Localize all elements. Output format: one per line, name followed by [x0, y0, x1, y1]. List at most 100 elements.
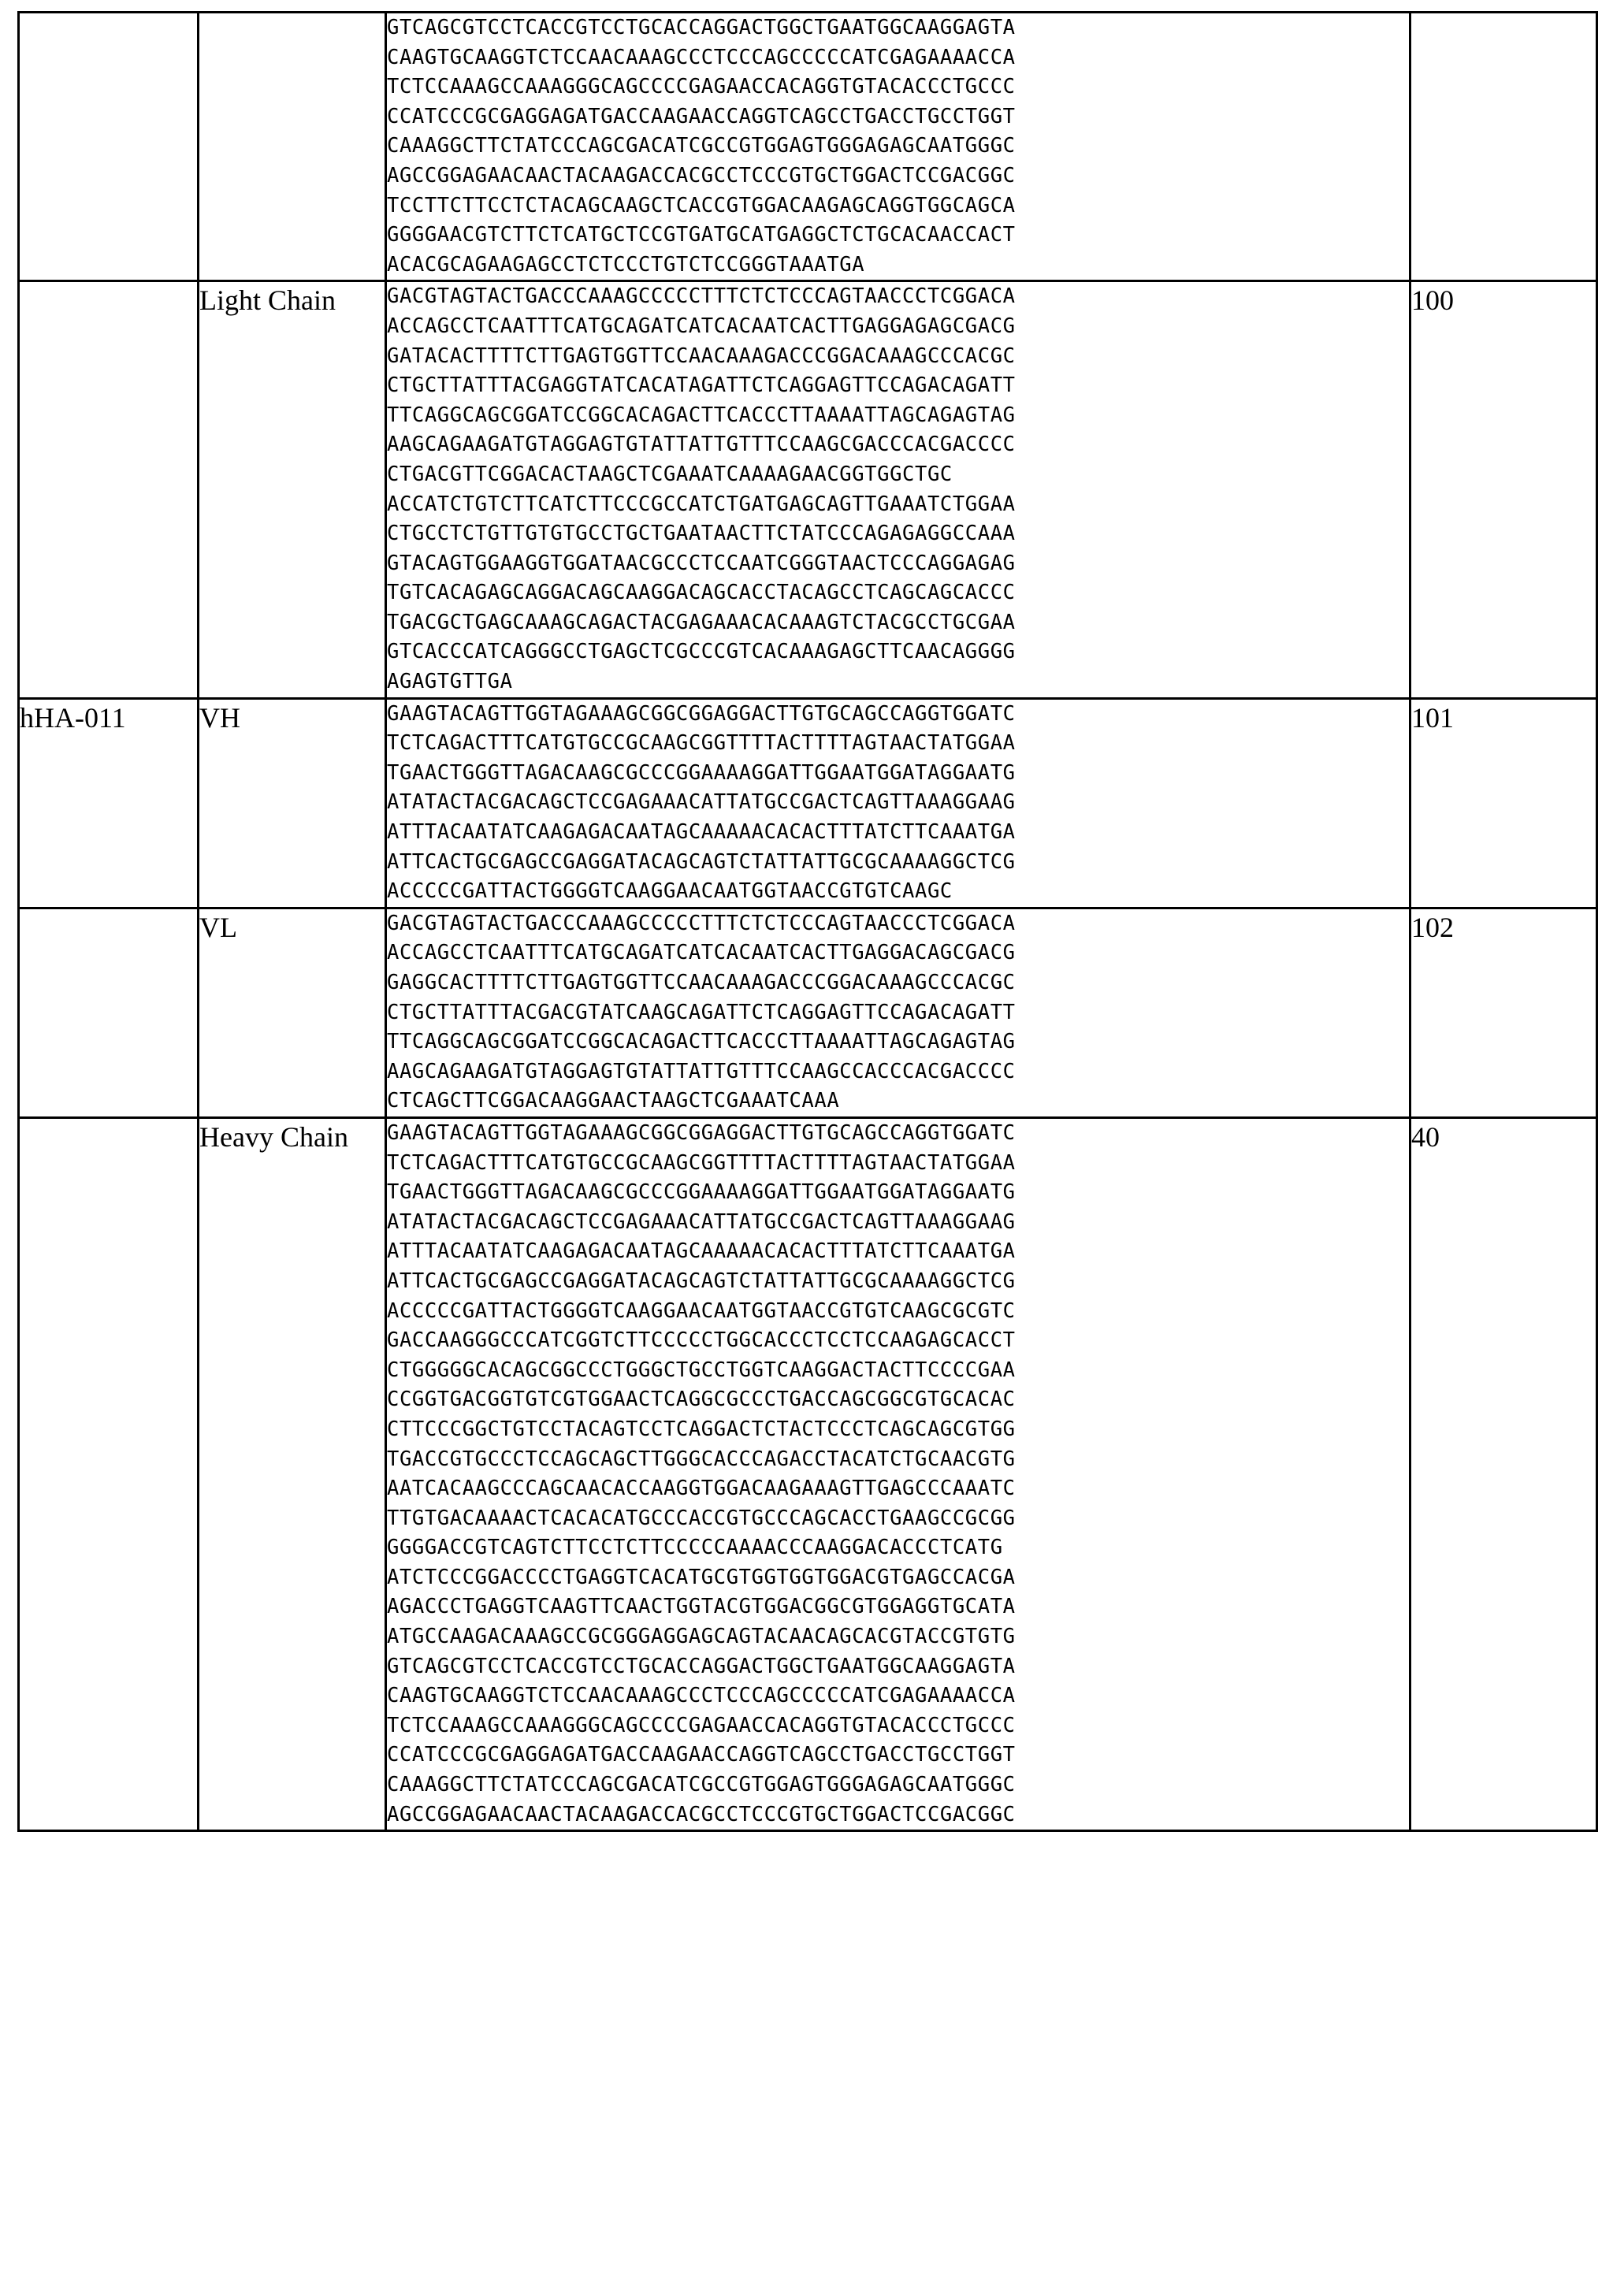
sequence-line: CAAAGGCTTCTATCCCAGCGACATCGCCGTGGAGTGGGAG… [387, 1773, 1016, 1797]
sequence-line: GTACAGTGGAAGGTGGATAACGCCCTCCAATCGGGTAACT… [387, 551, 1016, 575]
sequence-line: GAAGTACAGTTGGTAGAAAGCGGCGGAGGACTTGTGCAGC… [387, 701, 1016, 726]
sequence-line: ATTTACAATATCAAGAGACAATAGCAAAAACACACTTTAT… [387, 1239, 1016, 1264]
sequence-line: GTCAGCGTCCTCACCGTCCTGCACCAGGACTGGCTGAATG… [387, 16, 1016, 39]
sequence-line: GAAGTACAGTTGGTAGAAAGCGGCGGAGGACTTGTGCAGC… [387, 1120, 1016, 1145]
sequence-line: ATATACTACGACAGCTCCGAGAAACATTATGCCGACTCAG… [387, 1209, 1016, 1234]
sequence-line: ATTCACTGCGAGCCGAGGATACAGCAGTCTATTATTGCGC… [387, 849, 1016, 874]
sequence-line: ATCTCCCGGACCCCTGAGGTCACATGCGTGGTGGTGGACG… [387, 1565, 1016, 1589]
sequence-line: CCATCCCGCGAGGAGATGACCAAGAACCAGGTCAGCCTGA… [387, 1743, 1016, 1767]
sequence-line: AGAGTGTTGA [387, 670, 513, 694]
sequence-line: ACCCCCGATTACTGGGGTCAAGGAACAATGGTAACCGTGT… [387, 879, 953, 904]
sequence-line: GACGTAGTACTGACCCAAAGCCCCCTTTCTCTCCCAGTAA… [387, 911, 1016, 935]
seq-id-number: 102 [1411, 911, 1454, 943]
sequence-line: CTGCTTATTTACGACGTATCAAGCAGATTCTCAGGAGTTC… [387, 1000, 1016, 1024]
sequence-line: CTGACGTTCGGACACTAAGCTCGAAATCAAAAGAACGGTG… [387, 462, 953, 486]
sequence-line: TGACCGTGCCCTCCAGCAGCTTGGGCACCCAGACCTACAT… [387, 1447, 1016, 1471]
sequence-line: TGTCACAGAGCAGGACAGCAAGGACAGCACCTACAGCCTC… [387, 581, 1016, 605]
sequence-table-body: GTCAGCGTCCTCACCGTCCTGCACCAGGACTGGCTGAATG… [17, 10, 1598, 1833]
chain-type-label: VH [199, 701, 240, 734]
sequence-table: GTCAGCGTCCTCACCGTCCTGCACCAGGACTGGCTGAATG… [17, 10, 1598, 1833]
chain-type-label: VL [199, 911, 237, 943]
chain-type-label: Light Chain [199, 284, 336, 317]
seq-id-cell: 100 [1409, 280, 1598, 700]
sequence-line: ATTCACTGCGAGCCGAGGATACAGCAGTCTATTATTGCGC… [387, 1269, 1016, 1293]
chain-type-cell: Heavy Chain [197, 1116, 387, 1833]
sequence-line: ATTTACAATATCAAGAGACAATAGCAAAAACACACTTTAT… [387, 820, 1016, 845]
sequence-line: ACCATCTGTCTTCATCTTCCCGCCATCTGATGAGCAGTTG… [387, 492, 1016, 516]
sequence-line: CTGGGGGCACAGCGGCCCTGGGCTGCCTGGTCAAGGACTA… [387, 1358, 1016, 1382]
seq-id-number: 100 [1411, 284, 1454, 317]
chain-type-cell: Light Chain [197, 280, 387, 700]
sequence-line: AAGCAGAAGATGTAGGAGTGTATTATTGTTTCCAAGCCAC… [387, 1059, 1016, 1083]
antibody-name: hHA-011 [20, 701, 126, 734]
sequence-cell: GACGTAGTACTGACCCAAAGCCCCCTTTCTCTCCCAGTAA… [385, 280, 1411, 700]
chain-type-label: Heavy Chain [199, 1120, 348, 1153]
table-row: Light Chain GACGTAGTACTGACCCAAAGCCCCCTTT… [17, 280, 1598, 700]
sequence-line: TTCAGGCAGCGGATCCGGCACAGACTTCACCCTTAAAATT… [387, 403, 1016, 427]
nucleotide-sequence: GAAGTACAGTTGGTAGAAAGCGGCGGAGGACTTGTGCAGC… [387, 1119, 1409, 1830]
seq-id-cell: 102 [1409, 906, 1598, 1119]
sequence-line: TTCAGGCAGCGGATCCGGCACAGACTTCACCCTTAAAATT… [387, 1030, 1016, 1054]
sequence-line: ACACGCAGAAGAGCCTCTCCCTGTCTCCGGGTAAATGA [387, 252, 865, 277]
sequence-line: GGGGACCGTCAGTCTTCCTCTTCCCCCAAAACCCAAGGAC… [387, 1536, 1003, 1560]
sequence-line: CTGCTTATTTACGAGGTATCACATAGATTCTCAGGAGTTC… [387, 373, 1016, 398]
nucleotide-sequence: GTCAGCGTCCTCACCGTCCTGCACCAGGACTGGCTGAATG… [387, 13, 1409, 280]
antibody-name-cell [17, 1116, 199, 1833]
antibody-name-cell [17, 10, 199, 283]
chain-type-cell: VL [197, 906, 387, 1119]
sequence-line: TCTCCAAAGCCAAAGGGCAGCCCCGAGAACCACAGGTGTA… [387, 1713, 1016, 1737]
sequence-line: TCTCCAAAGCCAAAGGGCAGCCCCGAGAACCACAGGTGTA… [387, 75, 1016, 99]
antibody-name-cell: hHA-011 [17, 697, 199, 909]
sequence-line: GTCAGCGTCCTCACCGTCCTGCACCAGGACTGGCTGAATG… [387, 1654, 1016, 1678]
sequence-line: AAGCAGAAGATGTAGGAGTGTATTATTGTTTCCAAGCGAC… [387, 433, 1016, 457]
table-row: VL GACGTAGTACTGACCCAAAGCCCCCTTTCTCTCCCAG… [17, 906, 1598, 1119]
sequence-line: TGACGCTGAGCAAAGCAGACTACGAGAAACACAAAGTCTA… [387, 610, 1016, 634]
sequence-cell: GAAGTACAGTTGGTAGAAAGCGGCGGAGGACTTGTGCAGC… [385, 697, 1411, 909]
sequence-line: TGAACTGGGTTAGACAAGCGCCCGGAAAAGGATTGGAATG… [387, 1180, 1016, 1205]
seq-id-number: 40 [1411, 1120, 1440, 1153]
sequence-line: CCATCCCGCGAGGAGATGACCAAGAACCAGGTCAGCCTGA… [387, 104, 1016, 128]
table-row: hHA-011 VH GAAGTACAGTTGGTAGAAAGCGGCGGAGG… [17, 697, 1598, 909]
nucleotide-sequence: GACGTAGTACTGACCCAAAGCCCCCTTTCTCTCCCAGTAA… [387, 909, 1409, 1116]
sequence-cell: GTCAGCGTCCTCACCGTCCTGCACCAGGACTGGCTGAATG… [385, 10, 1411, 283]
sequence-cell: GACGTAGTACTGACCCAAAGCCCCCTTTCTCTCCCAGTAA… [385, 906, 1411, 1119]
sequence-line: TCTCAGACTTTCATGTGCCGCAAGCGGTTTTACTTTTAGT… [387, 731, 1016, 756]
sequence-line: ATATACTACGACAGCTCCGAGAAACATTATGCCGACTCAG… [387, 790, 1016, 815]
sequence-line: AGCCGGAGAACAACTACAAGACCACGCCTCCCGTGCTGGA… [387, 1802, 1016, 1826]
sequence-line: AGCCGGAGAACAACTACAAGACCACGCCTCCCGTGCTGGA… [387, 163, 1016, 188]
sequence-line: ACCAGCCTCAATTTCATGCAGATCATCACAATCACTTGAG… [387, 314, 1016, 338]
sequence-line: TGAACTGGGTTAGACAAGCGCCCGGAAAAGGATTGGAATG… [387, 760, 1016, 785]
sequence-line: CAAAGGCTTCTATCCCAGCGACATCGCCGTGGAGTGGGAG… [387, 134, 1016, 158]
sequence-line: CTTCCCGGCTGTCCTACAGTCCTCAGGACTCTACTCCCTC… [387, 1417, 1016, 1441]
seq-id-cell [1409, 10, 1598, 283]
sequence-line: GATACACTTTTCTTGAGTGGTTCCAACAAAGACCCGGACA… [387, 344, 1016, 368]
seq-id-cell: 40 [1409, 1116, 1598, 1833]
seq-id-cell: 101 [1409, 697, 1598, 909]
chain-type-cell [197, 10, 387, 283]
sequence-line: ACCAGCCTCAATTTCATGCAGATCATCACAATCACTTGAG… [387, 941, 1016, 965]
sequence-line: AATCACAAGCCCAGCAACACCAAGGTGGACAAGAAAGTTG… [387, 1477, 1016, 1501]
sequence-line: TCTCAGACTTTCATGTGCCGCAAGCGGTTTTACTTTTAGT… [387, 1150, 1016, 1175]
sequence-line: TCCTTCTTCCTCTACAGCAAGCTCACCGTGGACAAGAGCA… [387, 193, 1016, 217]
chain-type-cell: VH [197, 697, 387, 909]
sequence-cell: GAAGTACAGTTGGTAGAAAGCGGCGGAGGACTTGTGCAGC… [385, 1116, 1411, 1833]
sequence-line: AGACCCTGAGGTCAAGTTCAACTGGTACGTGGACGGCGTG… [387, 1595, 1016, 1619]
nucleotide-sequence: GAAGTACAGTTGGTAGAAAGCGGCGGAGGACTTGTGCAGC… [387, 700, 1409, 907]
table-row: GTCAGCGTCCTCACCGTCCTGCACCAGGACTGGCTGAATG… [17, 10, 1598, 283]
sequence-line: GTCACCCATCAGGGCCTGAGCTCGCCCGTCACAAAGAGCT… [387, 640, 1016, 664]
antibody-name-cell [17, 280, 199, 700]
sequence-line: GGGGAACGTCTTCTCATGCTCCGTGATGCATGAGGCTCTG… [387, 223, 1016, 247]
sequence-line: TTGTGACAAAACTCACACATGCCCACCGTGCCCAGCACCT… [387, 1506, 1016, 1530]
table-row: Heavy Chain GAAGTACAGTTGGTAGAAAGCGGCGGAG… [17, 1116, 1598, 1833]
sequence-line: GACCAAGGGCCCATCGGTCTTCCCCCTGGCACCCTCCTCC… [387, 1328, 1016, 1353]
antibody-name-cell [17, 906, 199, 1119]
sequence-line: GACGTAGTACTGACCCAAAGCCCCCTTTCTCTCCCAGTAA… [387, 284, 1016, 309]
sequence-line: CTGCCTCTGTTGTGTGCCTGCTGAATAACTTCTATCCCAG… [387, 522, 1016, 546]
seq-id-number: 101 [1411, 701, 1454, 734]
nucleotide-sequence: GACGTAGTACTGACCCAAAGCCCCCTTTCTCTCCCAGTAA… [387, 282, 1409, 697]
sequence-line: GAGGCACTTTTCTTGAGTGGTTCCAACAAAGACCCGGACA… [387, 971, 1016, 994]
sequence-line: ATGCCAAGACAAAGCCGCGGGAGGAGCAGTACAACAGCAC… [387, 1625, 1016, 1649]
sequence-line: CTCAGCTTCGGACAAGGAACTAAGCTCGAAATCAAA [387, 1089, 840, 1113]
sequence-line: CAAGTGCAAGGTCTCCAACAAAGCCCTCCCAGCCCCCATC… [387, 45, 1016, 69]
